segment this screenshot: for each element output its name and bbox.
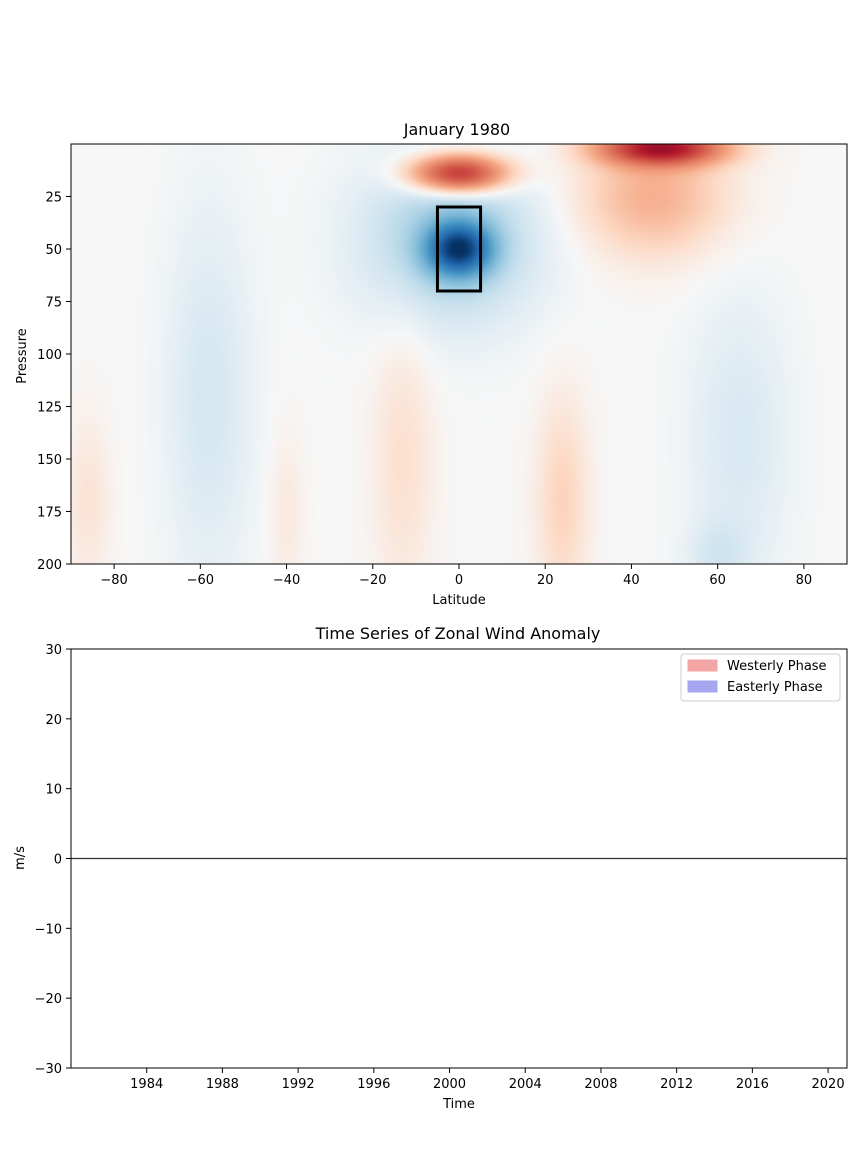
timeseries-y-tick-label: 30 — [45, 643, 62, 658]
heatmap-y-tick-label: 200 — [37, 558, 62, 573]
heatmap-y-tick-label: 25 — [45, 191, 62, 206]
heatmap-x-tick-label: 80 — [796, 573, 813, 588]
heatmap-x-tick-label: 20 — [537, 573, 554, 588]
heatmap-y-tick-label: 50 — [45, 243, 62, 258]
heatmap-x-tick-label: 60 — [709, 573, 726, 588]
legend-swatch-easterly — [687, 680, 718, 693]
timeseries-y-tick-label: 10 — [45, 783, 62, 798]
timeseries-y-label: m/s — [13, 846, 28, 870]
heatmap-y-tick-label: 125 — [37, 401, 62, 416]
heatmap-y-tick-label: 75 — [45, 296, 62, 311]
timeseries-panel: Time Series of Zonal Wind Anomaly 1984 19… — [13, 624, 848, 1112]
timeseries-y-tick-label: 20 — [45, 713, 62, 728]
timeseries-x-tick-label: 1992 — [282, 1077, 315, 1092]
timeseries-x-tick-label: 2020 — [812, 1077, 845, 1092]
heatmap-y-ticks: 25 50 75 100 125 150 175 200 — [37, 191, 71, 573]
timeseries-x-label: Time — [442, 1097, 475, 1112]
timeseries-x-tick-label: 2012 — [660, 1077, 693, 1092]
heatmap-y-tick-label: 150 — [37, 453, 62, 468]
timeseries-x-tick-label: 2008 — [584, 1077, 617, 1092]
timeseries-y-ticks: −30 −20 −10 0 10 20 30 — [35, 643, 71, 1077]
legend-frame — [680, 653, 841, 702]
heatmap-x-tick-label: −80 — [100, 573, 127, 588]
timeseries-x-tick-label: 1984 — [130, 1077, 163, 1092]
legend-label-easterly: Easterly Phase — [727, 680, 823, 695]
timeseries-x-ticks: 1984 1988 1992 1996 2000 2004 2008 2012 2016 2020 — [130, 1068, 845, 1092]
timeseries-x-tick-label: 2000 — [433, 1077, 466, 1092]
timeseries-x-tick-label: 2004 — [509, 1077, 542, 1092]
heatmap-panel: January 1980 −80 −60 −40 −20 0 20 40 60 80 25 50 7… — [15, 120, 848, 608]
heatmap-y-tick-label: 175 — [37, 506, 62, 521]
legend: Westerly Phase Easterly Phase — [680, 653, 841, 702]
heatmap-x-tick-label: −60 — [187, 573, 214, 588]
timeseries-title: Time Series of Zonal Wind Anomaly — [315, 624, 601, 643]
timeseries-x-tick-label: 1996 — [357, 1077, 390, 1092]
bounding-box-marker — [435, 205, 483, 293]
timeseries-x-tick-label: 2016 — [736, 1077, 769, 1092]
heatmap-x-tick-label: 40 — [623, 573, 640, 588]
timeseries-x-tick-label: 1988 — [206, 1077, 239, 1092]
legend-label-westerly: Westerly Phase — [727, 659, 827, 674]
heatmap-x-label: Latitude — [432, 593, 486, 608]
timeseries-y-tick-label: −30 — [35, 1062, 62, 1077]
heatmap-x-tick-label: −20 — [359, 573, 386, 588]
timeseries-y-tick-label: −20 — [35, 992, 62, 1007]
heatmap-x-ticks: −80 −60 −40 −20 0 20 40 60 80 — [100, 564, 812, 588]
heatmap-y-label: Pressure — [15, 328, 30, 384]
heatmap-y-tick-label: 100 — [37, 348, 62, 363]
heatmap-x-tick-label: −40 — [273, 573, 300, 588]
heatmap-title: January 1980 — [403, 120, 510, 139]
timeseries-y-tick-label: 0 — [54, 853, 62, 868]
legend-swatch-westerly — [687, 659, 718, 672]
timeseries-y-tick-label: −10 — [35, 922, 62, 937]
heatmap-x-tick-label: 0 — [455, 573, 463, 588]
heatmap-image — [71, 144, 847, 564]
